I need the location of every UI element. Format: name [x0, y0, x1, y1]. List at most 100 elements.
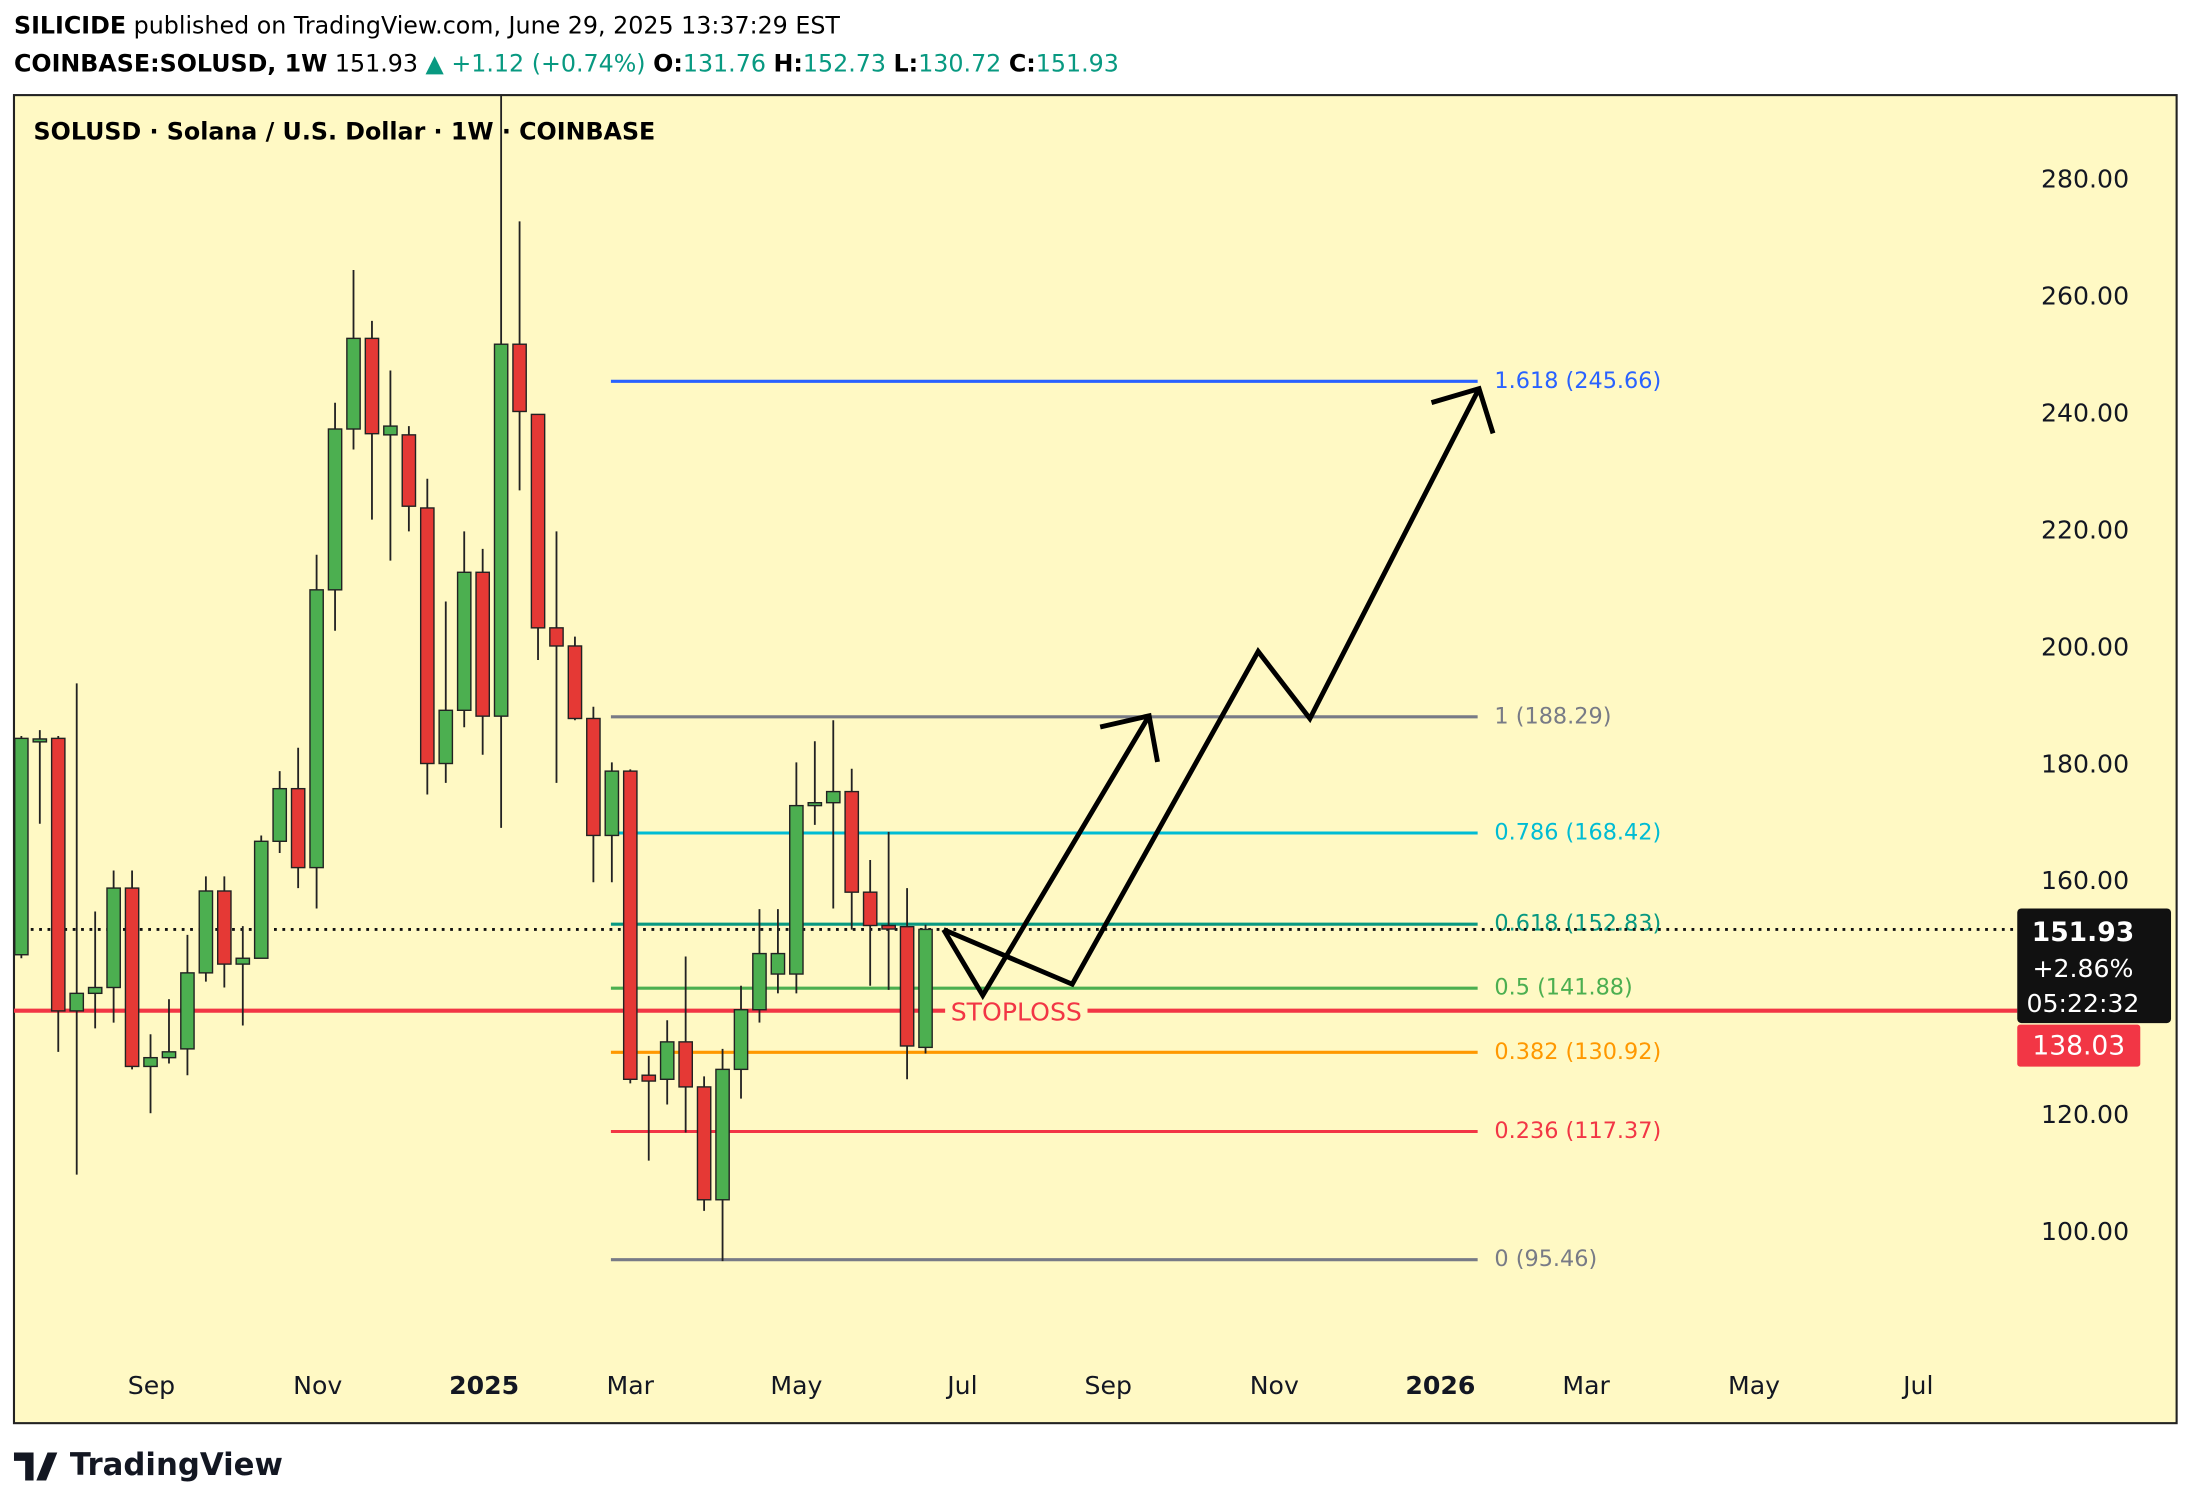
last-price-value: 151.93 — [2032, 917, 2134, 948]
candle-body — [862, 891, 878, 927]
x-tick-label: 2025 — [449, 1371, 519, 1400]
candle-body — [696, 1086, 712, 1201]
x-tick-label: Jul — [945, 1371, 977, 1400]
o-label: O: — [653, 49, 683, 77]
candle-body — [844, 790, 860, 893]
last-price-change: +2.86% — [2032, 954, 2133, 983]
x-tick-label: Jul — [1901, 1371, 1933, 1400]
y-tick-label: 180.00 — [2041, 749, 2129, 778]
candle-body — [383, 425, 398, 436]
symbol-line: COINBASE:SOLUSD, 1W 151.93 ▲ +1.12 (+0.7… — [14, 49, 1119, 77]
candle-body — [622, 770, 638, 1081]
candle-body — [235, 957, 251, 965]
candle-body — [124, 887, 140, 1068]
x-tick-label: 2026 — [1405, 1371, 1475, 1400]
candle-body — [807, 801, 823, 807]
candle-body — [512, 343, 527, 413]
y-tick-label: 100.00 — [2041, 1217, 2129, 1246]
candle-body — [678, 1041, 693, 1088]
c-label: C: — [1009, 49, 1036, 77]
candle-body — [918, 928, 933, 1049]
fib-label: 0.786 (168.42) — [1494, 819, 1661, 845]
candle-body — [69, 992, 85, 1012]
candle-body — [346, 337, 361, 430]
plot-area — [12, 94, 2178, 1425]
candle-body — [493, 343, 509, 717]
candle-body — [87, 986, 103, 995]
l-value: 130.72 — [918, 49, 1001, 77]
candle-body — [641, 1074, 657, 1082]
fib-label: 0.618 (152.83) — [1494, 911, 1661, 937]
fib-label: 0.236 (117.37) — [1494, 1118, 1661, 1144]
candle-body — [438, 709, 454, 765]
y-tick-label: 280.00 — [2041, 164, 2129, 193]
candle-body — [327, 428, 343, 591]
fib-label: 0 (95.46) — [1494, 1246, 1597, 1272]
candle-body — [32, 738, 48, 743]
candle-body — [770, 952, 786, 975]
y-tick-label: 260.00 — [2041, 281, 2129, 310]
symbol: COINBASE:SOLUSD, 1W — [14, 49, 327, 77]
candle-body — [475, 571, 491, 717]
h-label: H: — [774, 49, 803, 77]
stoploss-label: STOPLOSS — [951, 998, 1082, 1027]
candle-body — [604, 770, 620, 837]
candle-body — [272, 787, 288, 842]
candle-body — [419, 507, 435, 765]
candle-body — [198, 890, 214, 974]
change: ▲ +1.12 (+0.74%) — [426, 49, 646, 77]
arrow-path — [941, 714, 1152, 1001]
chart-title: SOLUSD · Solana / U.S. Dollar · 1W · COI… — [34, 117, 656, 145]
x-tick-label: Mar — [607, 1371, 655, 1400]
x-tick-label: Sep — [1085, 1371, 1132, 1400]
candle-body — [789, 804, 804, 975]
author: SILICIDE — [14, 11, 126, 39]
x-tick-label: May — [1728, 1371, 1780, 1400]
candle-body — [530, 413, 546, 629]
candle-body — [549, 627, 564, 647]
published: published on TradingView.com, June 29, 2… — [134, 11, 841, 39]
arrow-head — [1430, 385, 1496, 435]
last-price-countdown: 05:22:32 — [2026, 989, 2139, 1018]
y-tick-label: 240.00 — [2041, 398, 2129, 427]
x-tick-label: Nov — [1250, 1371, 1299, 1400]
y-tick-label: 200.00 — [2041, 632, 2129, 661]
logo: TradingView — [13, 1447, 283, 1483]
header-line: SILICIDE published on TradingView.com, J… — [14, 11, 840, 39]
fib-label: 0.382 (130.92) — [1494, 1039, 1661, 1065]
candle-body — [143, 1056, 158, 1068]
candle-body — [715, 1068, 730, 1201]
h-value: 152.73 — [803, 49, 886, 77]
projection-arrows — [941, 385, 1496, 1001]
stoploss-tag — [2017, 1024, 2141, 1067]
candle-body — [253, 840, 269, 959]
y-tick-label: 160.00 — [2041, 866, 2129, 895]
candle-body — [733, 1009, 749, 1071]
candle-body — [401, 434, 417, 507]
candle-body — [899, 925, 915, 1047]
plot: 100.00120.00140.00160.00180.00200.00220.… — [13, 95, 2172, 1400]
candle-body — [364, 337, 380, 435]
candle-body — [290, 787, 306, 869]
candle-body — [50, 737, 66, 1012]
last-close: 151.93 — [335, 49, 418, 77]
o-value: 131.76 — [683, 49, 766, 77]
last-price-tag — [2017, 908, 2172, 1024]
x-tick-label: May — [770, 1371, 822, 1400]
y-tick-label: 220.00 — [2041, 515, 2129, 544]
candle-body — [586, 717, 601, 837]
stoploss-label-bg — [945, 997, 1088, 1027]
candle-body — [161, 1051, 177, 1059]
fib-label: 0.5 (141.88) — [1494, 975, 1632, 1001]
y-tick-label: 120.00 — [2041, 1100, 2129, 1129]
x-tick-label: Nov — [293, 1371, 342, 1400]
candle-body — [752, 952, 767, 1011]
l-label: L: — [894, 49, 919, 77]
candle-body — [309, 589, 324, 869]
candle-body — [180, 972, 195, 1050]
arrow-path — [942, 387, 1482, 988]
c-value: 151.93 — [1036, 49, 1119, 77]
candle-body — [456, 571, 472, 711]
candle-body — [567, 645, 583, 720]
